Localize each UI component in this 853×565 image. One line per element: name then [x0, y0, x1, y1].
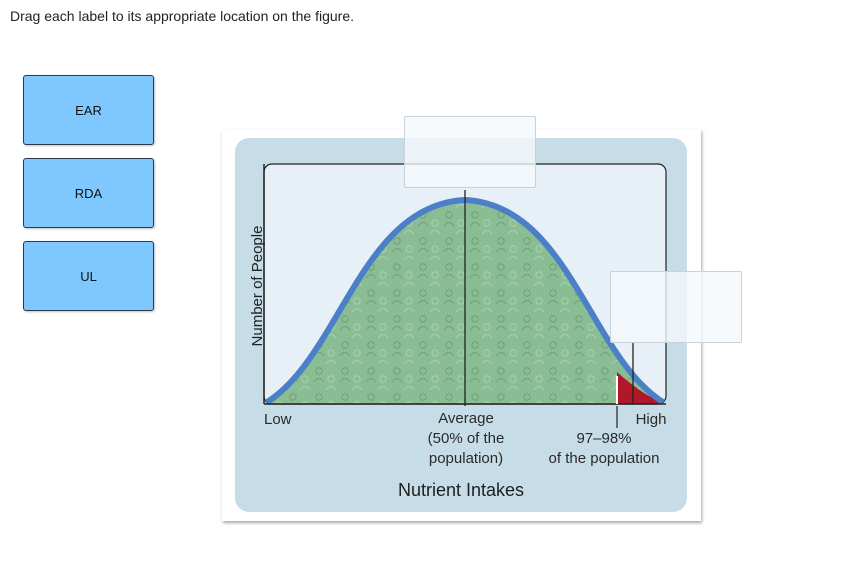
upper-tail-region: [617, 372, 666, 404]
average-label-line3: population): [428, 450, 504, 467]
low-label: Low: [264, 411, 292, 428]
label-ul[interactable]: UL: [23, 241, 154, 311]
label-rda[interactable]: RDA: [23, 158, 154, 228]
average-label-line2: (50% of the: [427, 430, 505, 447]
drop-target-high[interactable]: [610, 271, 742, 343]
average-label: Average (50% of the population): [405, 409, 527, 469]
x-axis-title: Nutrient Intakes: [397, 480, 525, 500]
label-ear[interactable]: EAR: [23, 75, 154, 145]
drop-target-average[interactable]: [404, 116, 536, 188]
high-pct-line1: 97–98%: [576, 430, 632, 447]
average-label-line1: Average: [438, 410, 494, 427]
high-pct-label: 97–98% of the population: [537, 429, 671, 469]
high-label: High: [635, 411, 667, 428]
y-axis-label: Number of People: [249, 226, 266, 347]
instruction-text: Drag each label to its appropriate locat…: [10, 8, 354, 24]
high-pct-line2: of the population: [548, 450, 660, 467]
